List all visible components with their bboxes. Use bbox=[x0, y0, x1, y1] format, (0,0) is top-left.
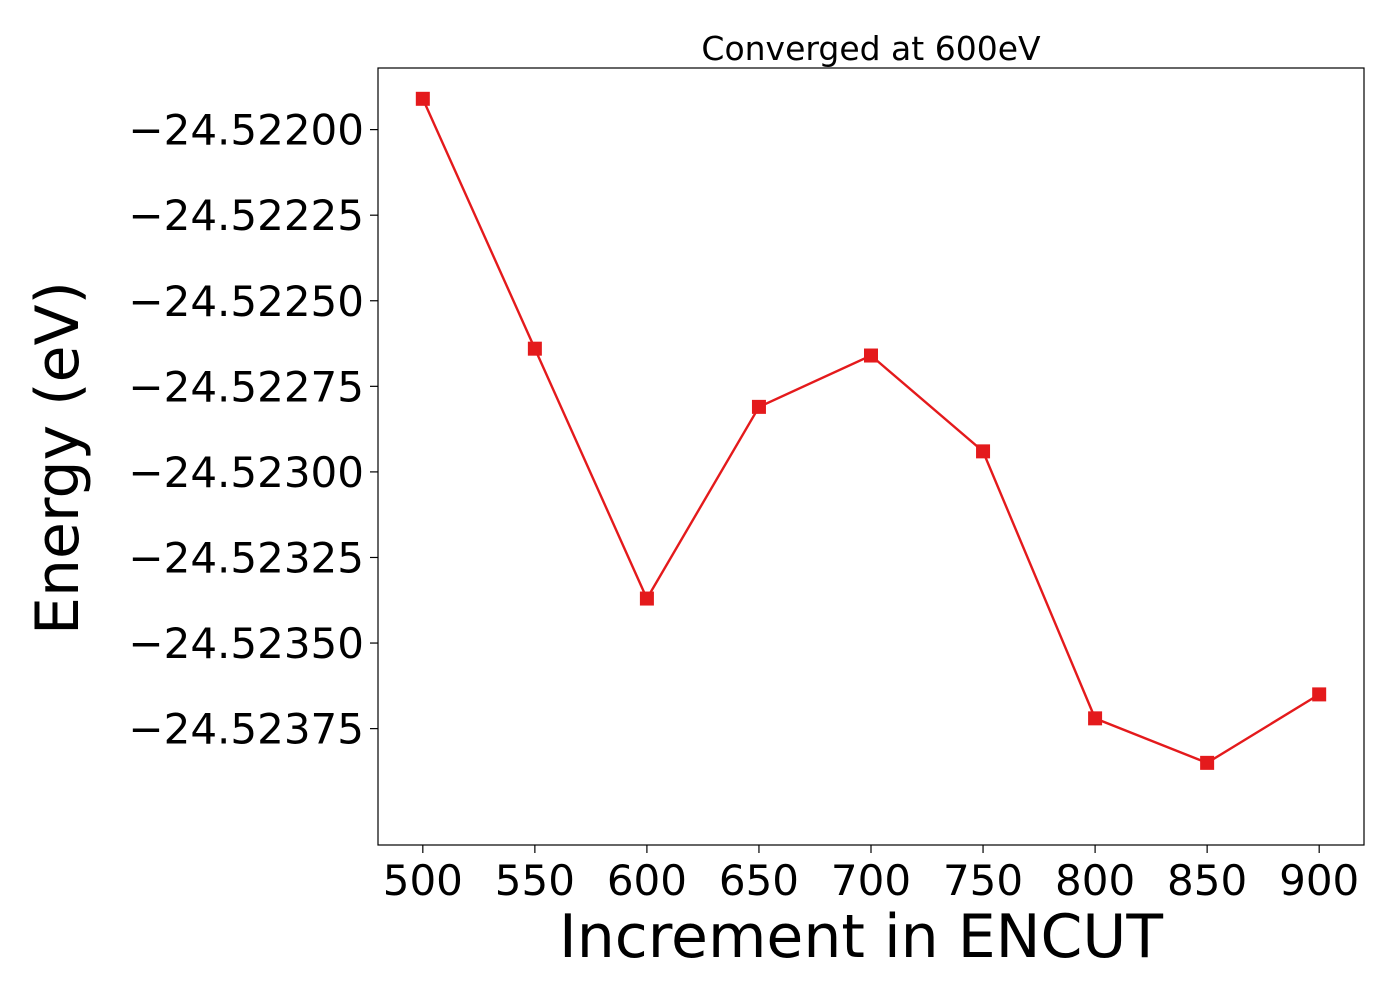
x-tick-label: 900 bbox=[1279, 856, 1359, 905]
x-tick-label: 800 bbox=[1055, 856, 1135, 905]
data-point bbox=[976, 444, 991, 459]
data-point bbox=[751, 399, 766, 414]
data-point bbox=[1088, 711, 1103, 726]
x-axis-label: Increment in ENCUT bbox=[559, 902, 1163, 972]
y-axis: −24.52200 −24.52225 −24.52250 −24.52275 −24.… bbox=[128, 106, 378, 754]
x-axis: 500 550 600 650 700 750 800 850 900 bbox=[383, 845, 1359, 905]
y-tick-label: −24.52375 bbox=[128, 705, 364, 754]
y-tick-label: −24.52300 bbox=[128, 448, 364, 497]
plot-area bbox=[377, 67, 1365, 846]
x-tick-label: 650 bbox=[719, 856, 799, 905]
data-point bbox=[527, 341, 542, 356]
data-point bbox=[415, 91, 430, 106]
series-layer bbox=[415, 91, 1327, 770]
data-point bbox=[864, 348, 878, 363]
x-tick-label: 850 bbox=[1167, 856, 1247, 905]
y-tick-label: −24.52275 bbox=[128, 362, 364, 411]
x-tick-label: 600 bbox=[607, 856, 687, 905]
y-tick-label: −24.52200 bbox=[128, 106, 364, 155]
y-axis-label: Energy (eV) bbox=[23, 281, 93, 635]
data-point bbox=[1312, 687, 1327, 702]
chart-title: Converged at 600eV bbox=[701, 29, 1041, 68]
y-tick-label: −24.52225 bbox=[128, 191, 364, 240]
x-tick-label: 500 bbox=[383, 856, 463, 905]
y-tick-label: −24.52325 bbox=[128, 533, 364, 582]
x-tick-label: 700 bbox=[831, 856, 911, 905]
x-tick-label: 750 bbox=[943, 856, 1023, 905]
plot-frame bbox=[377, 67, 1365, 846]
data-point bbox=[1200, 755, 1215, 770]
x-tick-label: 550 bbox=[495, 856, 575, 905]
data-point bbox=[639, 591, 654, 606]
y-tick-label: −24.52350 bbox=[128, 619, 364, 668]
y-tick-label: −24.52250 bbox=[128, 277, 364, 326]
